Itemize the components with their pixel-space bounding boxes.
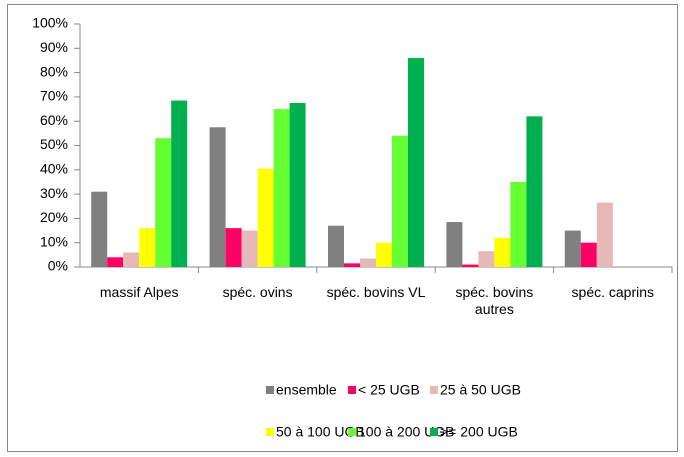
bar [257, 168, 274, 267]
bar [91, 191, 108, 267]
bar [376, 242, 392, 267]
y-tick-label: 100% [32, 15, 68, 31]
y-tick-label: 60% [40, 112, 68, 128]
bar [273, 109, 290, 267]
bar [289, 102, 306, 267]
legend-label: 50 à 100 UGB [276, 424, 365, 440]
x-tick-label: spéc. ovins [222, 284, 293, 300]
legend-label: >= 200 UGB [440, 424, 518, 440]
bar [392, 135, 408, 267]
y-tick-label: 40% [40, 161, 68, 177]
legend-label: ensemble [276, 382, 337, 398]
bar [526, 116, 543, 267]
bar [225, 228, 242, 267]
x-tick-label: spéc. caprins [571, 284, 655, 300]
bar [494, 237, 511, 267]
y-tick-label: 70% [40, 88, 68, 104]
legend-swatch [430, 428, 438, 436]
bar [344, 263, 360, 267]
bar [564, 230, 581, 267]
bar [596, 202, 613, 267]
legend-swatch [430, 386, 438, 394]
bar [360, 258, 376, 267]
bar [171, 100, 188, 267]
bar [328, 225, 344, 267]
bar [478, 251, 495, 267]
legend-label: 25 à 50 UGB [440, 382, 521, 398]
y-tick-label: 80% [40, 63, 68, 79]
bar [408, 58, 424, 267]
bar [510, 181, 527, 267]
x-tick-label: massif Alpes [99, 284, 179, 300]
bar [446, 222, 463, 267]
legend-swatch [266, 386, 274, 394]
y-tick-label: 0% [48, 258, 68, 274]
y-tick-label: 30% [40, 185, 68, 201]
x-tick-label: spéc. bovins autres [455, 284, 534, 317]
bar [155, 138, 172, 267]
bar [107, 257, 124, 267]
bar [123, 252, 140, 267]
bar [139, 228, 156, 267]
bar [580, 242, 597, 267]
x-tick-label: spéc. bovins VL [326, 284, 426, 300]
y-tick-label: 10% [40, 233, 68, 249]
legend-label: < 25 UGB [358, 382, 420, 398]
y-tick-label: 20% [40, 209, 68, 225]
bar [241, 230, 258, 267]
legend-swatch [266, 428, 274, 436]
bar [209, 127, 226, 268]
y-tick-label: 50% [40, 136, 68, 152]
legend-swatch [348, 428, 356, 436]
y-tick-label: 90% [40, 39, 68, 55]
legend-swatch [348, 386, 356, 394]
bar [462, 264, 479, 267]
